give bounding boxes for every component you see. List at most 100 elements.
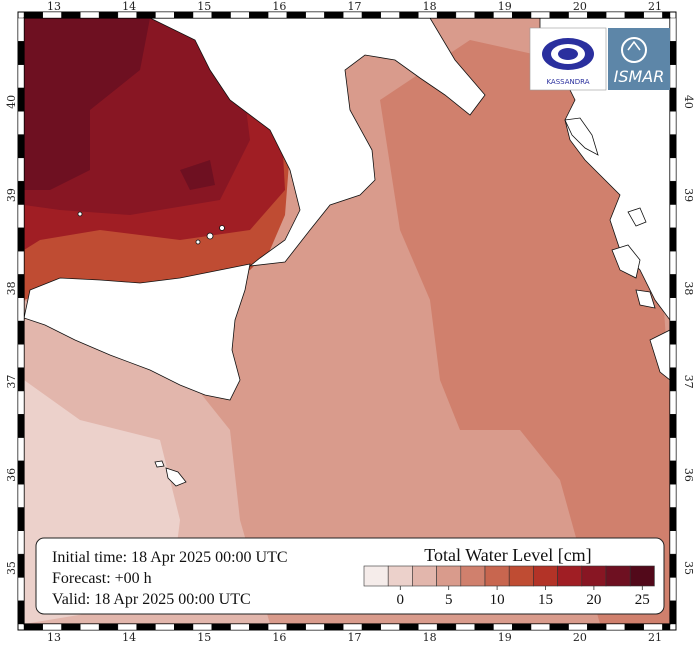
frame-tick-right: [669, 297, 677, 322]
frame-tick-top: [61, 11, 81, 19]
aeolian-island-1: [206, 232, 214, 240]
kefalonia-island: [611, 244, 641, 279]
frame-tick-right: [669, 227, 677, 252]
lat-tick-label-left: 35: [5, 561, 18, 575]
frame-tick-bottom: [436, 623, 457, 631]
frame-tick-bottom: [361, 623, 382, 631]
frame-tick-top: [305, 11, 325, 19]
frame-tick-bottom: [192, 623, 212, 631]
frame-tick-left: [17, 180, 25, 205]
legend-swatch: [557, 565, 583, 587]
frame-tick-top: [624, 11, 644, 19]
lat-tick-label-left: 38: [5, 281, 18, 295]
frame-tick-top: [155, 11, 175, 19]
frame-tick-top: [605, 11, 626, 19]
frame-tick-left: [17, 507, 25, 531]
frame-tick-bottom: [155, 623, 175, 631]
frame-tick-bottom: [211, 623, 231, 631]
frame-tick-bottom: [117, 623, 137, 631]
lon-tick-label-bottom: 15: [197, 631, 211, 644]
frame-tick-left: [17, 204, 25, 228]
frame-tick-left: [17, 530, 25, 555]
ustica-island: [77, 211, 83, 217]
frame-tick-bottom: [305, 623, 325, 631]
frame-tick-top: [230, 11, 250, 19]
frame-tick-right: [669, 111, 677, 135]
frame-tick-left: [17, 553, 25, 578]
lon-tick-label-bottom: 21: [648, 631, 662, 644]
lat-labels-right: 35 36 37 38 39 40: [682, 95, 695, 575]
frame-tick-bottom: [230, 623, 250, 631]
frame-tick-top: [474, 11, 494, 19]
legend-tick-label: 10: [490, 592, 505, 608]
lon-labels-top: 13 14 15 16 17 18 19 20 21: [47, 0, 662, 13]
lon-tick-label-top: 20: [573, 0, 587, 13]
frame-tick-bottom: [605, 623, 626, 631]
frame-tick-right: [669, 180, 677, 205]
frame-tick-bottom: [42, 623, 62, 631]
frame-tick-top: [211, 11, 231, 19]
frame-tick-right: [669, 274, 677, 298]
forecast-text: Forecast: +00 h: [52, 570, 152, 587]
frame-tick-left: [17, 483, 25, 508]
zone-tyrrhenian-4: [24, 18, 150, 190]
lon-tick-label-top: 14: [122, 0, 136, 13]
legend-swatch: [605, 565, 631, 587]
frame-tick-bottom: [418, 623, 438, 631]
legend-swatch: [436, 565, 462, 587]
frame-tick-top: [399, 11, 419, 19]
legend-swatch: [581, 565, 607, 587]
lat-tick-label-left: 36: [5, 468, 18, 482]
legend-title: Total Water Level [cm]: [424, 545, 591, 565]
legend-swatch: [484, 565, 510, 587]
frame-tick-left: [17, 274, 25, 298]
frame-tick-right: [669, 134, 677, 159]
valid-time-text: Valid: 18 Apr 2025 00:00 UTC: [52, 591, 251, 608]
frame-tick-right: [669, 157, 677, 182]
frame-tick-top: [80, 11, 100, 19]
initial-time-text: Initial time: 18 Apr 2025 00:00 UTC: [52, 549, 288, 566]
legend-swatch: [460, 565, 486, 587]
lon-tick-label-bottom: 20: [573, 631, 587, 644]
frame-tick-bottom: [530, 623, 551, 631]
frame-tick-top: [549, 11, 569, 19]
frame-tick-left: [17, 344, 25, 368]
lon-tick-label-bottom: 19: [498, 631, 512, 644]
frame-tick-left: [17, 390, 25, 415]
frame-tick-bottom: [136, 623, 156, 631]
frame-tick-left: [17, 437, 25, 462]
lon-tick-label-bottom: 18: [423, 631, 437, 644]
frame-tick-right: [669, 320, 677, 345]
frame-tick-right: [669, 437, 677, 462]
colorbar-legend: Total Water Level [cm] 0 5 10 15 20 25: [363, 545, 655, 608]
frame-tick-bottom: [98, 623, 119, 631]
kassandra-logo-text: KASSANDRA: [546, 78, 589, 86]
frame-tick-right: [669, 390, 677, 415]
legend-tick-label: 20: [586, 592, 601, 608]
lon-tick-label-top: 16: [272, 0, 286, 13]
frame-tick-right: [669, 41, 677, 65]
frame-tick-right: [669, 64, 677, 89]
frame-tick-bottom: [512, 623, 532, 631]
frame-tick-bottom: [643, 623, 663, 631]
zone-ionian-mid: [380, 40, 670, 624]
legend-swatch: [412, 565, 437, 587]
sicily-land: [24, 263, 251, 401]
frame-tick-bottom: [474, 623, 494, 631]
lon-tick-label-top: 15: [197, 0, 211, 13]
lat-tick-label-right: 37: [682, 375, 695, 389]
frame-tick-top: [380, 11, 400, 19]
lat-tick-label-left: 37: [5, 375, 18, 389]
frame-tick-left: [17, 157, 25, 182]
legend-swatch: [387, 565, 413, 587]
ismar-emblem-icon: [621, 37, 647, 63]
frame-tick-bottom: [662, 623, 671, 631]
info-panel: Initial time: 18 Apr 2025 00:00 UTC Fore…: [35, 537, 665, 615]
italy-land: [149, 18, 486, 267]
frame-tick-bottom: [455, 623, 475, 631]
frame-tick-bottom: [380, 623, 400, 631]
frame-tick-left: [17, 600, 25, 625]
ismar-logo: ISMAR: [608, 28, 670, 90]
frame-tick-left: [17, 134, 25, 159]
